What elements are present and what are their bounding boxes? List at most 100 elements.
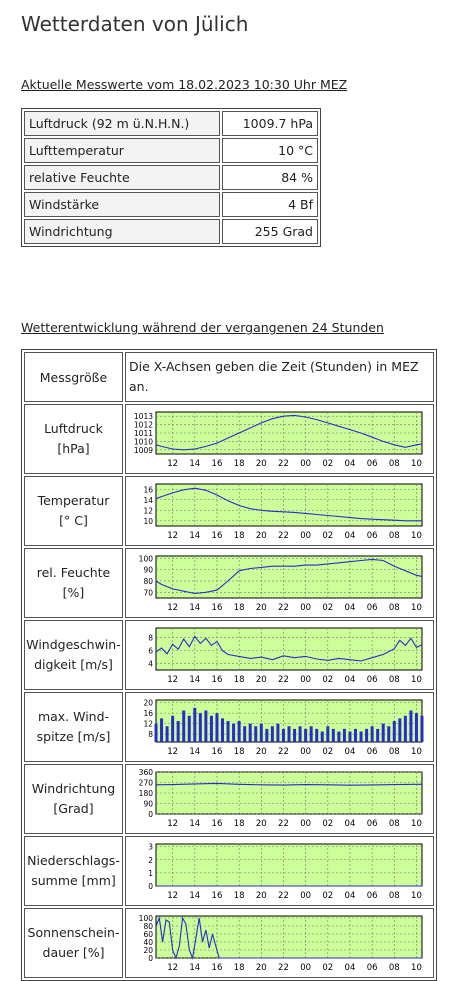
bar-mark	[204, 710, 208, 742]
chart-cell: 12 14 16 18 20 22 00 02 04 06 08 10 20 16 12 8	[125, 692, 434, 762]
plot-area	[155, 555, 423, 599]
bar-mark	[182, 710, 186, 742]
chart-plot: 12 14 16 18 20 22 00 02 04 06 08 10 8 6 4	[148, 627, 423, 685]
bar-mark	[198, 713, 202, 742]
x-tick-label: 16	[212, 963, 223, 973]
x-tick-label: 14	[189, 747, 200, 757]
bar-mark	[409, 710, 413, 742]
chart-row: Niederschlags-summe [mm] 12 14 16 18 20 22 00 02…	[24, 836, 434, 906]
x-tick-label: 18	[234, 603, 245, 613]
x-tick-label: 20	[256, 675, 267, 685]
chart-row: rel. Feuchte [%] 12 14 16 18 20 22 00 02 04 06 08 10 1…	[24, 548, 434, 618]
x-tick-label: 00	[300, 459, 311, 469]
bar-mark	[403, 715, 407, 742]
chart-name-line1: Sonnenschein-	[27, 925, 120, 940]
chart-name-line2: [hPa]	[57, 441, 90, 456]
x-tick-label: 06	[367, 963, 378, 973]
current-label: Windrichtung	[24, 219, 220, 244]
x-tick-label: 12	[167, 819, 178, 829]
x-tick-label: 06	[367, 675, 378, 685]
current-row: relative Feuchte 84 %	[24, 165, 318, 190]
chart-name-line1: rel. Feuchte	[36, 565, 111, 580]
current-values-link[interactable]: Aktuelle Messwerte vom 18.02.2023 10:30 …	[21, 77, 348, 92]
bar-mark	[398, 718, 402, 742]
x-tick-label: 02	[322, 603, 333, 613]
bar-mark	[381, 723, 385, 742]
x-tick-label: 06	[367, 603, 378, 613]
chart-name: Windgeschwin-digkeit [m/s]	[24, 620, 123, 690]
bar-mark	[176, 721, 180, 742]
x-tick-label: 00	[300, 747, 311, 757]
current-label: relative Feuchte	[24, 165, 220, 190]
history-header-row: Messgröße Die X-Achsen geben die Zeit (S…	[24, 352, 434, 402]
x-tick-label: 10	[411, 819, 422, 829]
x-tick-label: 12	[167, 459, 178, 469]
x-tick-label: 10	[411, 747, 422, 757]
chart-name-line2: dauer [%]	[42, 945, 105, 960]
x-tick-label: 00	[300, 531, 311, 541]
current-value: 10 °C	[222, 138, 318, 163]
x-tick-label: 18	[234, 747, 245, 757]
chart-cell: 12 14 16 18 20 22 00 02 04 06 08 10 8 6 4	[125, 620, 434, 690]
y-tick-label: 270	[139, 779, 154, 788]
current-value: 84 %	[222, 165, 318, 190]
x-tick-label: 04	[345, 747, 356, 757]
x-tick-label: 22	[278, 891, 289, 901]
bar-mark	[221, 718, 224, 742]
bar-mark	[287, 726, 291, 742]
chart-row: Luftdruck [hPa] 12 14 16 18 20 22 00 02 04 06 08 10 10…	[24, 404, 434, 474]
chart-plot: 12 14 16 18 20 22 00 02 04 06 08 10 100 90 80 70	[139, 554, 423, 613]
x-tick-label: 14	[189, 819, 200, 829]
y-tick-label: 3	[148, 843, 153, 852]
chart-name-line2: digkeit [m/s]	[34, 657, 113, 672]
y-tick-label: 20	[143, 699, 153, 708]
y-tick-label: 4	[148, 660, 153, 669]
chart-name: rel. Feuchte [%]	[24, 548, 123, 618]
y-tick-label: 70	[143, 588, 153, 597]
x-tick-label: 08	[389, 747, 400, 757]
x-tick-label: 08	[389, 963, 400, 973]
bar-mark	[193, 707, 197, 742]
x-tick-label: 14	[189, 603, 200, 613]
x-tick-label: 08	[389, 459, 400, 469]
series-line	[155, 635, 423, 662]
x-tick-label: 02	[322, 963, 333, 973]
chart-name-line2: [%]	[62, 585, 85, 600]
bar-mark	[342, 728, 346, 742]
bar-mark	[309, 726, 313, 742]
history-link[interactable]: Wetterentwicklung während der vergangene…	[21, 320, 384, 335]
x-tick-label: 04	[345, 459, 356, 469]
bar-mark	[259, 723, 263, 742]
current-value: 1009.7 hPa	[222, 111, 318, 136]
bar-mark	[348, 731, 352, 742]
chart-row: Sonnenschein-dauer [%] 12 14 16 18 20 22 00 02 04…	[24, 908, 434, 978]
x-tick-label: 00	[300, 819, 311, 829]
bar-mark	[237, 721, 241, 742]
x-tick-label: 22	[278, 459, 289, 469]
bar-mark	[270, 726, 274, 742]
y-tick-label: 6	[148, 647, 153, 656]
bar-mark	[243, 726, 247, 742]
x-tick-label: 00	[300, 891, 311, 901]
y-tick-label: 1011	[134, 429, 153, 438]
x-tick-label: 02	[322, 531, 333, 541]
x-tick-label: 18	[234, 459, 245, 469]
current-value: 255 Grad	[222, 219, 318, 244]
chart-cell: 12 14 16 18 20 22 00 02 04 06 08 10 100 80 60 40 20 0	[125, 908, 434, 978]
chart-name-line2: spitze [m/s]	[36, 729, 111, 744]
x-tick-label: 04	[345, 675, 356, 685]
x-tick-label: 16	[212, 459, 223, 469]
x-tick-label: 22	[278, 819, 289, 829]
bar-mark	[160, 718, 164, 742]
x-tick-label: 14	[189, 963, 200, 973]
x-tick-label: 06	[367, 459, 378, 469]
y-tick-label: 0	[148, 882, 153, 891]
x-tick-label: 04	[345, 891, 356, 901]
bar-mark	[337, 731, 341, 742]
header-note: Die X-Achsen geben die Zeit (Stunden) in…	[125, 352, 434, 402]
chart-name-line1: Windgeschwin-	[26, 637, 121, 652]
current-values-table: Luftdruck (92 m ü.N.H.N.) 1009.7 hPa Luftt…	[21, 108, 321, 247]
x-tick-label: 18	[234, 531, 245, 541]
